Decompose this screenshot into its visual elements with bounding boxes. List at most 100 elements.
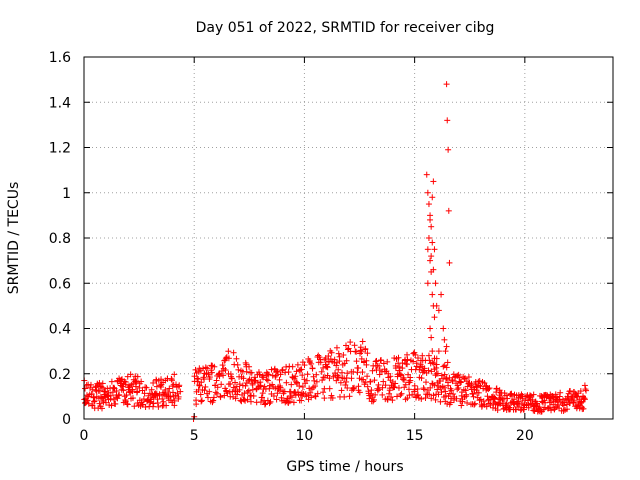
data-point [201,387,208,394]
data-point [425,201,432,208]
data-point [453,395,460,402]
data-point [211,363,218,370]
data-point [571,397,578,404]
data-point [155,403,162,410]
data-point [108,402,115,409]
data-point [264,377,271,384]
data-point [458,378,465,385]
data-point [343,357,350,364]
data-point [581,395,588,402]
data-point [272,373,279,380]
data-point [102,388,109,395]
data-point [227,380,234,387]
data-point [455,384,462,391]
data-point [458,402,465,409]
data-point [371,396,378,403]
data-point [421,365,428,372]
data-point [390,384,397,391]
data-point [430,266,437,273]
y-tick-label: 0.4 [49,322,71,338]
data-point [454,382,461,389]
data-point [266,400,273,407]
data-point [411,386,418,393]
data-point [303,377,310,384]
data-point [273,396,280,403]
data-point [248,392,255,399]
data-point [407,377,414,384]
data-point [581,382,588,389]
data-point [439,383,446,390]
data-point [335,374,342,381]
data-point [564,406,571,413]
data-point [338,387,345,394]
data-point [362,346,369,353]
data-point [476,377,483,384]
data-point [267,398,274,405]
data-point [197,391,204,398]
data-point [429,359,436,366]
data-point [312,383,319,390]
data-point [272,372,279,379]
data-point [169,389,176,396]
data-point [326,385,333,392]
data-point [85,400,92,407]
data-point [369,367,376,374]
data-point [481,379,488,386]
data-point [217,394,224,401]
data-point [391,384,398,391]
data-point [424,280,431,287]
data-point [430,178,437,185]
data-point [443,81,450,88]
data-point [556,396,563,403]
data-point [116,391,123,398]
data-point [424,246,431,253]
data-point [133,389,140,396]
data-point [150,379,157,386]
data-point [484,393,491,400]
data-point [294,361,301,368]
data-point [428,253,435,260]
data-point [286,398,293,405]
data-point [445,207,452,214]
data-point [386,390,393,397]
data-point [206,374,213,381]
data-point [301,376,308,383]
data-point [256,371,263,378]
data-point [263,376,270,383]
data-point [583,387,590,394]
data-point [363,361,370,368]
data-point [169,377,176,384]
x-tick-label: 5 [190,428,199,444]
data-point [107,392,114,399]
data-point [245,387,252,394]
data-point [389,397,396,404]
data-point [441,336,448,343]
data-point [376,362,383,369]
data-point [175,393,182,400]
data-point [359,338,366,345]
data-point [491,395,498,402]
x-axis-label: GPS time / hours [286,459,403,475]
data-point [395,384,402,391]
data-point [308,394,315,401]
data-point [248,369,255,376]
data-point [246,363,253,370]
data-point [216,373,223,380]
data-point [396,363,403,370]
data-point [456,374,463,381]
data-point [299,372,306,379]
data-point [475,389,482,396]
data-point [171,371,178,378]
data-point [340,351,347,358]
data-point [307,389,314,396]
data-point [463,391,470,398]
data-point [283,379,290,386]
data-point [546,404,553,411]
data-point [277,384,284,391]
data-point [560,402,567,409]
data-point [427,216,434,223]
data-point [413,360,420,367]
data-point [287,392,294,399]
data-point [329,394,336,401]
data-point [306,385,313,392]
